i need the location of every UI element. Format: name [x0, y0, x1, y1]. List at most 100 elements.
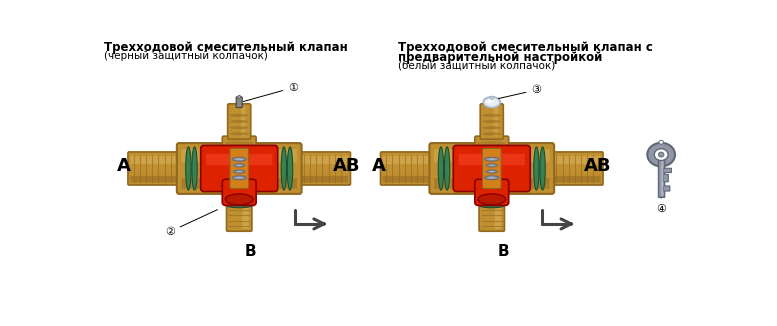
FancyBboxPatch shape — [200, 145, 277, 192]
Ellipse shape — [229, 120, 249, 123]
FancyBboxPatch shape — [182, 149, 297, 162]
FancyBboxPatch shape — [242, 193, 249, 229]
Text: А: А — [117, 157, 131, 175]
Ellipse shape — [234, 164, 245, 167]
FancyBboxPatch shape — [383, 156, 430, 164]
Ellipse shape — [238, 95, 241, 98]
Ellipse shape — [232, 176, 246, 180]
Ellipse shape — [281, 147, 287, 190]
Text: ④: ④ — [656, 198, 666, 214]
Ellipse shape — [232, 157, 246, 161]
Ellipse shape — [236, 171, 242, 172]
Text: А: А — [371, 157, 385, 175]
Ellipse shape — [489, 171, 494, 172]
Text: ①: ① — [243, 82, 298, 101]
Text: предварительной настройкой: предварительной настройкой — [398, 51, 602, 64]
FancyBboxPatch shape — [381, 152, 433, 185]
Text: АВ: АВ — [333, 157, 361, 175]
Ellipse shape — [540, 147, 545, 190]
Ellipse shape — [192, 147, 197, 190]
FancyBboxPatch shape — [298, 152, 350, 185]
FancyBboxPatch shape — [493, 107, 498, 137]
Ellipse shape — [488, 158, 495, 160]
Ellipse shape — [489, 165, 494, 166]
FancyBboxPatch shape — [182, 178, 297, 189]
Ellipse shape — [654, 149, 668, 160]
Ellipse shape — [225, 194, 253, 205]
FancyBboxPatch shape — [434, 178, 549, 189]
Ellipse shape — [483, 126, 501, 129]
Ellipse shape — [229, 114, 249, 117]
FancyBboxPatch shape — [225, 186, 253, 194]
FancyBboxPatch shape — [131, 176, 178, 183]
Text: АВ: АВ — [584, 157, 611, 175]
FancyBboxPatch shape — [230, 148, 249, 188]
Text: В: В — [497, 244, 509, 259]
Ellipse shape — [235, 158, 242, 160]
Ellipse shape — [479, 203, 504, 208]
FancyBboxPatch shape — [495, 193, 501, 229]
Ellipse shape — [483, 132, 501, 135]
FancyBboxPatch shape — [226, 194, 253, 202]
FancyBboxPatch shape — [128, 152, 180, 185]
FancyBboxPatch shape — [478, 186, 506, 194]
FancyBboxPatch shape — [434, 149, 549, 162]
FancyBboxPatch shape — [553, 176, 601, 183]
FancyBboxPatch shape — [131, 156, 178, 164]
FancyBboxPatch shape — [453, 145, 530, 192]
Ellipse shape — [227, 203, 252, 208]
Ellipse shape — [477, 141, 507, 145]
FancyBboxPatch shape — [177, 143, 301, 194]
Ellipse shape — [186, 147, 191, 190]
Ellipse shape — [490, 96, 493, 99]
Ellipse shape — [486, 99, 493, 103]
Ellipse shape — [483, 114, 501, 117]
FancyBboxPatch shape — [383, 176, 430, 183]
Ellipse shape — [478, 194, 506, 205]
Ellipse shape — [236, 165, 242, 166]
Ellipse shape — [234, 170, 245, 173]
Ellipse shape — [483, 120, 501, 123]
FancyBboxPatch shape — [658, 154, 664, 197]
Ellipse shape — [534, 147, 539, 190]
FancyBboxPatch shape — [475, 179, 509, 205]
Text: (белый защитный колпачок): (белый защитный колпачок) — [398, 61, 555, 71]
FancyBboxPatch shape — [241, 107, 246, 137]
FancyBboxPatch shape — [479, 190, 504, 231]
FancyBboxPatch shape — [458, 154, 525, 165]
FancyBboxPatch shape — [553, 156, 601, 164]
Text: ③: ③ — [498, 85, 542, 98]
FancyBboxPatch shape — [483, 148, 501, 188]
FancyBboxPatch shape — [227, 190, 252, 231]
Ellipse shape — [235, 177, 242, 179]
FancyBboxPatch shape — [480, 104, 503, 139]
Ellipse shape — [486, 170, 497, 173]
FancyBboxPatch shape — [475, 136, 509, 147]
Ellipse shape — [483, 97, 500, 108]
Ellipse shape — [488, 177, 495, 179]
Ellipse shape — [229, 132, 249, 135]
Text: Трехходовой смесительный клапан с: Трехходовой смесительный клапан с — [398, 41, 653, 54]
Ellipse shape — [225, 141, 254, 145]
Ellipse shape — [438, 147, 444, 190]
Ellipse shape — [229, 126, 249, 129]
FancyBboxPatch shape — [222, 136, 256, 147]
FancyBboxPatch shape — [236, 97, 242, 108]
FancyBboxPatch shape — [664, 174, 668, 182]
Ellipse shape — [658, 152, 664, 157]
FancyBboxPatch shape — [551, 152, 603, 185]
FancyBboxPatch shape — [222, 179, 256, 205]
FancyBboxPatch shape — [664, 168, 671, 172]
Ellipse shape — [287, 147, 293, 190]
Text: (черный защитный колпачок): (черный защитный колпачок) — [103, 51, 267, 61]
FancyBboxPatch shape — [206, 154, 272, 165]
Text: ②: ② — [165, 210, 218, 237]
FancyBboxPatch shape — [228, 104, 251, 139]
Text: Трехходовой смесительный клапан: Трехходовой смесительный клапан — [103, 41, 347, 54]
Ellipse shape — [647, 143, 675, 166]
FancyBboxPatch shape — [301, 176, 348, 183]
FancyBboxPatch shape — [301, 156, 348, 164]
FancyBboxPatch shape — [661, 156, 664, 196]
Ellipse shape — [485, 176, 499, 180]
FancyBboxPatch shape — [430, 143, 554, 194]
